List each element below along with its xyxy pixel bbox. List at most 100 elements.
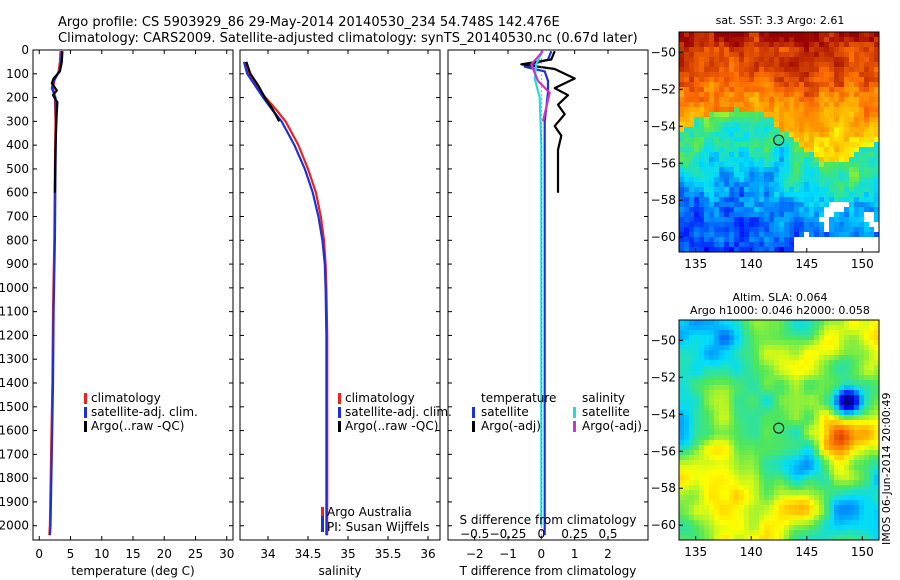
- map-cell: [739, 107, 745, 113]
- map-cell: [709, 435, 715, 441]
- map-cell: [744, 237, 750, 243]
- map-cell: [699, 72, 705, 78]
- map-cell: [739, 365, 745, 371]
- map-cell: [734, 415, 740, 421]
- map-cell: [779, 57, 785, 63]
- map-cell: [709, 132, 715, 138]
- map-cell: [769, 420, 775, 426]
- map-cell: [859, 335, 865, 341]
- map-cell: [754, 97, 760, 103]
- map-cell: [779, 72, 785, 78]
- map-cell: [734, 72, 740, 78]
- map-cell: [819, 480, 825, 486]
- map-cell: [869, 330, 875, 336]
- map-cell: [719, 395, 725, 401]
- map-cell: [854, 177, 860, 183]
- map-cell: [809, 355, 815, 361]
- map-cell: [829, 340, 835, 346]
- map-cell: [709, 530, 715, 536]
- map-cell: [839, 177, 845, 183]
- map-cell: [839, 117, 845, 123]
- map-cell: [724, 227, 730, 233]
- map-cell: [769, 87, 775, 93]
- map-cell: [864, 197, 870, 203]
- map-cell: [824, 340, 830, 346]
- map-cell: [764, 102, 770, 108]
- map-cell: [794, 475, 800, 481]
- map-cell: [774, 500, 780, 506]
- map-cell: [764, 177, 770, 183]
- map-cell: [844, 67, 850, 73]
- map-cell: [734, 530, 740, 536]
- map-cell: [734, 395, 740, 401]
- map-cell: [769, 455, 775, 461]
- map-cell: [844, 435, 850, 441]
- map-cell: [839, 132, 845, 138]
- map-cell: [839, 445, 845, 451]
- map-cell: [679, 420, 685, 426]
- map-cell: [689, 525, 695, 531]
- map-cell: [794, 520, 800, 526]
- map-cell: [849, 222, 855, 228]
- map-cell: [699, 435, 705, 441]
- map-cell: [749, 147, 755, 153]
- map-cell: [714, 485, 720, 491]
- map-x-tick-label: 145: [795, 545, 818, 559]
- map-cell: [859, 480, 865, 486]
- map-cell: [814, 420, 820, 426]
- map-cell: [809, 192, 815, 198]
- map-cell: [734, 340, 740, 346]
- map-cell: [864, 480, 870, 486]
- map-cell: [759, 515, 765, 521]
- map-cell: [709, 525, 715, 531]
- map-cell: [809, 147, 815, 153]
- map-cell: [689, 117, 695, 123]
- map-cell: [864, 142, 870, 148]
- map-cell: [709, 345, 715, 351]
- map-cell: [854, 330, 860, 336]
- map-cell: [839, 197, 845, 203]
- map-cell: [829, 530, 835, 536]
- map-cell: [839, 340, 845, 346]
- map-cell: [809, 67, 815, 73]
- map-cell: [874, 395, 880, 401]
- map-cell: [729, 122, 735, 128]
- map-cell: [799, 127, 805, 133]
- map-cell: [774, 330, 780, 336]
- map-cell: [789, 470, 795, 476]
- map-cell: [864, 515, 870, 521]
- map-cell: [699, 445, 705, 451]
- map-cell: [784, 450, 790, 456]
- map-cell: [789, 330, 795, 336]
- legend-t-argo-label: Argo(-adj): [481, 419, 541, 433]
- map-cell: [689, 425, 695, 431]
- map-cell: [719, 102, 725, 108]
- map-cell: [814, 227, 820, 233]
- map-cell: [799, 37, 805, 43]
- map-cell: [734, 420, 740, 426]
- map-cell: [764, 380, 770, 386]
- map-cell: [764, 222, 770, 228]
- map-cell: [859, 97, 865, 103]
- map-cell: [679, 415, 685, 421]
- map-cell: [694, 410, 700, 416]
- map-cell: [824, 212, 830, 218]
- map-cell: [719, 345, 725, 351]
- map-cell: [794, 330, 800, 336]
- map-cell: [869, 355, 875, 361]
- map-cell: [774, 237, 780, 243]
- map-cell: [869, 370, 875, 376]
- map-cell: [784, 202, 790, 208]
- map-cell: [859, 37, 865, 43]
- map-cell: [874, 505, 880, 511]
- map-cell: [769, 450, 775, 456]
- map-cell: [874, 465, 880, 471]
- map-cell: [839, 410, 845, 416]
- map-cell: [774, 335, 780, 341]
- map-cell: [839, 515, 845, 521]
- map-cell: [854, 500, 860, 506]
- map-cell: [854, 82, 860, 88]
- map-cell: [769, 385, 775, 391]
- map-cell: [679, 102, 685, 108]
- map-cell: [809, 102, 815, 108]
